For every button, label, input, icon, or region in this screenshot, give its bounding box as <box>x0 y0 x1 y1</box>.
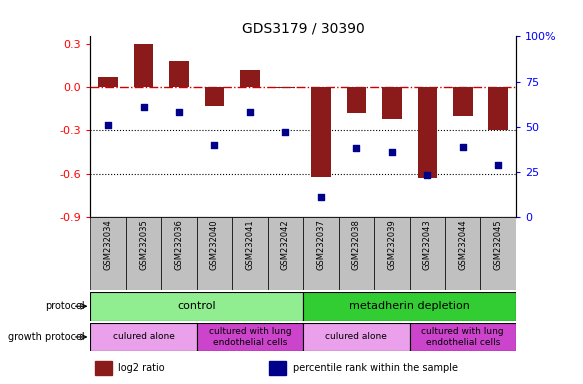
Bar <box>134 44 153 87</box>
Bar <box>489 87 508 130</box>
Bar <box>453 87 472 116</box>
Bar <box>374 217 409 290</box>
Text: GSM232041: GSM232041 <box>245 219 254 270</box>
Text: cultured with lung
endothelial cells: cultured with lung endothelial cells <box>422 327 504 347</box>
Point <box>210 142 219 148</box>
Point <box>316 194 325 200</box>
Point <box>139 104 148 110</box>
Bar <box>99 77 118 87</box>
Point <box>387 149 396 155</box>
Bar <box>169 61 189 87</box>
Text: GSM232037: GSM232037 <box>317 219 325 270</box>
Text: protocol: protocol <box>45 301 85 311</box>
Bar <box>303 292 516 321</box>
Text: metadherin depletion: metadherin depletion <box>349 301 470 311</box>
Point <box>174 109 184 115</box>
Bar <box>347 87 366 113</box>
Bar <box>196 217 232 290</box>
Text: growth protocol: growth protocol <box>8 332 85 342</box>
Bar <box>480 217 516 290</box>
Text: control: control <box>177 301 216 311</box>
Bar <box>90 292 303 321</box>
Bar <box>126 217 161 290</box>
Point <box>281 129 290 135</box>
Bar <box>269 361 286 376</box>
Point <box>458 144 468 150</box>
Bar <box>268 217 303 290</box>
Text: percentile rank within the sample: percentile rank within the sample <box>293 363 458 373</box>
Bar <box>161 217 197 290</box>
Bar <box>303 217 339 290</box>
Bar <box>445 217 480 290</box>
Bar <box>232 217 268 290</box>
Text: GSM232042: GSM232042 <box>281 219 290 270</box>
Bar <box>311 87 331 177</box>
Point <box>245 109 255 115</box>
Text: GSM232045: GSM232045 <box>494 219 503 270</box>
Point <box>103 122 113 128</box>
Text: culured alone: culured alone <box>325 333 387 341</box>
Bar <box>240 70 259 87</box>
Text: cultured with lung
endothelial cells: cultured with lung endothelial cells <box>209 327 292 347</box>
Text: GSM232034: GSM232034 <box>104 219 113 270</box>
Bar <box>90 323 196 351</box>
Point <box>423 172 432 179</box>
Text: GSM232044: GSM232044 <box>458 219 467 270</box>
Bar <box>409 323 516 351</box>
Text: GSM232036: GSM232036 <box>174 219 184 270</box>
Bar <box>417 87 437 178</box>
Text: GSM232035: GSM232035 <box>139 219 148 270</box>
Bar <box>94 361 111 376</box>
Bar <box>196 323 303 351</box>
Point <box>352 145 361 151</box>
Text: GSM232038: GSM232038 <box>352 219 361 270</box>
Bar <box>409 217 445 290</box>
Bar <box>382 87 402 119</box>
Bar <box>339 217 374 290</box>
Bar <box>90 217 126 290</box>
Title: GDS3179 / 30390: GDS3179 / 30390 <box>242 22 364 35</box>
Text: GSM232043: GSM232043 <box>423 219 432 270</box>
Text: GSM232039: GSM232039 <box>387 219 396 270</box>
Text: GSM232040: GSM232040 <box>210 219 219 270</box>
Text: log2 ratio: log2 ratio <box>118 363 164 373</box>
Bar <box>276 87 295 88</box>
Point <box>494 162 503 168</box>
Text: culured alone: culured alone <box>113 333 174 341</box>
Bar <box>303 323 409 351</box>
Bar <box>205 87 224 106</box>
